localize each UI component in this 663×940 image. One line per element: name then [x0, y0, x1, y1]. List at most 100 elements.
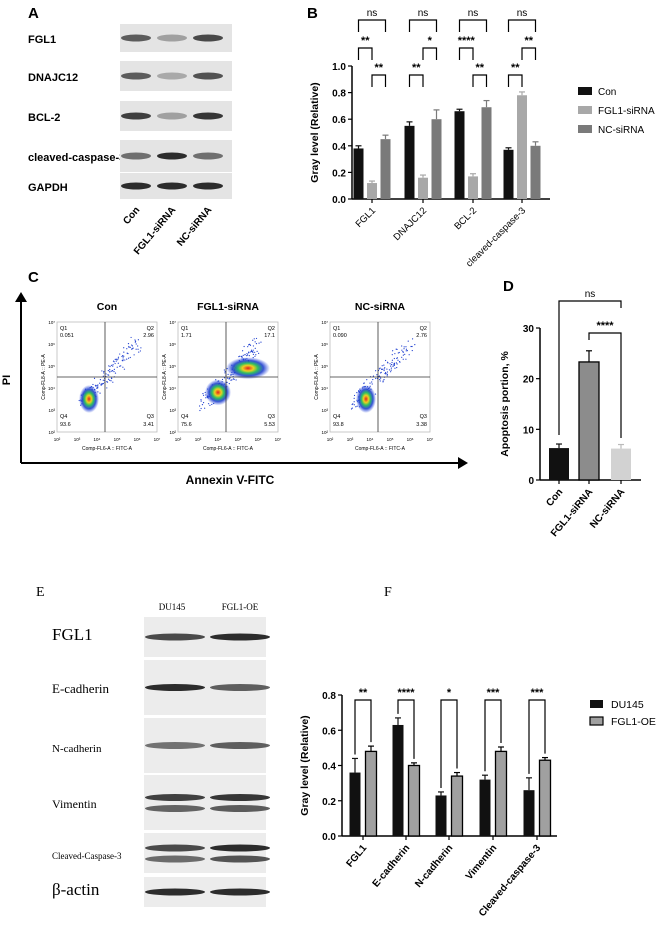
flow-event-dot [390, 367, 392, 369]
flow-event-dot [128, 346, 130, 348]
flow-event-dot [394, 367, 396, 369]
flow-event-dot [250, 349, 253, 351]
quadrant-value-q1: 0.090 [333, 333, 347, 339]
bar [418, 177, 428, 199]
flow-cytometry-c: C PI Annexin V-FITC ConQ10.051Q22.96Q493… [1, 269, 468, 487]
x-tick-label: 10³ [74, 437, 81, 442]
flow-event-dot [224, 370, 226, 373]
y-tick-label: 0.8 [322, 691, 336, 702]
panel-letter-b: B [307, 5, 318, 22]
blot-column-label: Con [121, 205, 142, 227]
x-tick-label: 10⁷ [275, 437, 282, 442]
y-tick-label: 0.2 [322, 797, 336, 808]
x-tick-label: 10⁷ [154, 437, 161, 442]
legend-label: NC-siRNA [598, 125, 644, 136]
y-tick-label: 10⁵ [169, 364, 176, 369]
flow-event-dot [254, 347, 256, 349]
flow-event-dot [227, 373, 229, 376]
significance-label: ns [367, 8, 378, 19]
bar [530, 145, 541, 199]
flow-event-dot [411, 349, 413, 352]
flow-event-dot [401, 345, 403, 347]
flow-event-dot [375, 370, 377, 372]
flow-event-dot [387, 362, 389, 364]
western-blot-a: FGL1 DNAJC12 BCL-2 cleaved-caspase-3 GAPDH Co… [28, 24, 232, 257]
panel-letter-c: C [28, 269, 39, 286]
x-tick-label: 10² [175, 437, 182, 442]
x-tick-label: 10⁶ [407, 437, 414, 442]
flow-event-dot [132, 347, 134, 349]
legend-swatch [589, 716, 604, 726]
flow-event-dot [256, 350, 258, 353]
y-tick-label: 0.0 [322, 832, 336, 843]
x-tick-label: BCL-2 [452, 205, 479, 232]
blot-band [121, 34, 151, 42]
blot-band [121, 152, 151, 160]
quadrant-label: Q1 [181, 326, 188, 332]
blot-row-label: Cleaved-Caspase-3 [52, 851, 122, 861]
flow-event-dot [122, 357, 124, 359]
bar [353, 148, 364, 199]
blot-band [210, 794, 270, 801]
bar [538, 759, 552, 837]
flow-x-label: Comp-FL6-A :: FITC-A [82, 446, 133, 452]
flow-event-dot [246, 355, 248, 357]
quadrant-label: Q4 [181, 414, 188, 420]
blot-row-label: GAPDH [28, 182, 68, 194]
y-tick-label: 0.4 [332, 142, 346, 153]
y-axis-title: Gray level (Relative) [299, 715, 311, 815]
y-tick-label: 10⁴ [169, 386, 176, 391]
blot-band [157, 72, 187, 80]
flow-event-dot [137, 345, 139, 347]
flow-event-dot [390, 363, 393, 366]
flow-event-dot [397, 352, 399, 354]
flow-event-dot [250, 350, 253, 353]
blot-band [157, 112, 187, 120]
flow-plot-title: NC-siRNA [355, 301, 406, 313]
panel-letter-a: A [28, 5, 39, 22]
pi-arrow-icon [15, 292, 27, 302]
blot-band [193, 72, 223, 80]
y-tick-label: 1.0 [332, 62, 346, 73]
bar [578, 361, 600, 481]
blot-band [193, 182, 223, 190]
x-tick-label: FGL1 [344, 843, 369, 870]
blot-band [121, 182, 151, 190]
x-tick-label: 10⁵ [114, 437, 121, 442]
blot-band [193, 112, 223, 120]
bar [407, 764, 421, 837]
pi-axis-label: PI [1, 375, 13, 385]
flow-event-dot [124, 359, 126, 361]
flow-event-dot [399, 361, 401, 363]
blot-row-label: FGL1 [52, 625, 93, 644]
quadrant-label: Q3 [420, 414, 427, 420]
flow-event-dot [402, 354, 404, 356]
flow-event-dot [92, 383, 94, 386]
flow-event-dot [235, 379, 237, 381]
flow-event-dot [99, 382, 101, 384]
flow-event-dot [391, 354, 393, 356]
significance-bracket [408, 19, 438, 32]
flow-event-dot [390, 371, 392, 373]
flow-event-dot [384, 367, 386, 369]
blot-strip [144, 775, 266, 830]
y-tick-label: 20 [523, 375, 535, 386]
y-tick-label: 10³ [321, 408, 328, 413]
flow-event-dot [403, 346, 405, 348]
x-tick-label: 10⁵ [387, 437, 394, 442]
quadrant-value-q1: 1.71 [181, 333, 192, 339]
significance-bracket [528, 699, 546, 774]
significance-bracket [507, 19, 537, 32]
flow-event-dot [355, 406, 357, 408]
bar [364, 750, 378, 837]
flow-event-dot [383, 369, 385, 372]
flow-event-dot [211, 403, 213, 406]
flow-event-dot [389, 363, 391, 365]
y-tick-label: 10² [169, 430, 176, 435]
flow-event-dot [248, 355, 250, 357]
x-tick-label: 10⁴ [215, 437, 222, 442]
significance-bracket [422, 47, 438, 60]
legend-swatch [590, 700, 603, 708]
legend-label: FGL1-siRNA [598, 106, 655, 117]
